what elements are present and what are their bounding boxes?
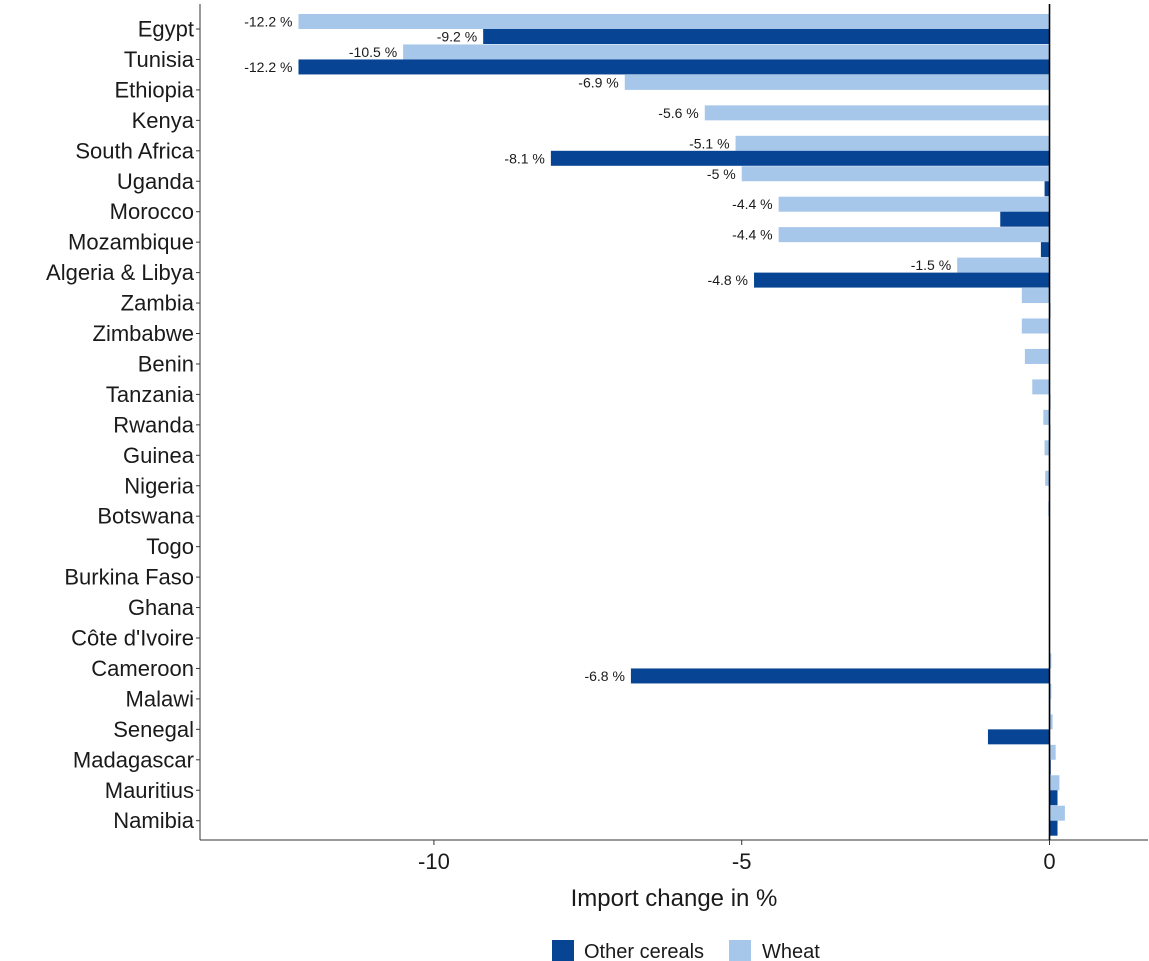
bar-other-cereals-south-africa [550, 150, 1050, 166]
bar-wheat-mozambique [778, 227, 1050, 243]
bar-other-cereals-cameroon [630, 668, 1050, 684]
bar-wheat-namibia [1049, 805, 1065, 821]
bar-other-cereals-algeria-libya [754, 272, 1050, 288]
bar-wheat-ethiopia [624, 74, 1050, 90]
bar-other-cereals-mozambique [1040, 242, 1050, 258]
bar-wheat-mauritius [1049, 775, 1060, 791]
data-label-wheat-mozambique: -4.4 % [732, 227, 772, 243]
bar-wheat-zambia [1021, 288, 1050, 304]
category-label-zimbabwe: Zimbabwe [93, 321, 194, 346]
bar-wheat-kenya [704, 105, 1050, 121]
category-label-morocco: Morocco [110, 199, 194, 224]
x-axis-title: Import change in % [571, 885, 778, 912]
data-label-other-cereals-south-africa: -8.1 % [504, 150, 544, 166]
bar-wheat-tanzania [1032, 379, 1050, 395]
legend-swatch-other-cereals [552, 940, 574, 961]
category-label-south-africa: South Africa [75, 138, 194, 163]
category-label-zambia: Zambia [121, 291, 195, 316]
x-tick-label: -5 [732, 849, 752, 874]
category-label-tunisia: Tunisia [124, 47, 195, 72]
data-label-other-cereals-egypt: -9.2 % [437, 29, 477, 45]
category-label-cameroon: Cameroon [91, 656, 194, 681]
bar-wheat-tunisia [403, 44, 1050, 60]
bar-wheat-cameroon [1049, 653, 1052, 669]
data-label-wheat-uganda: -5 % [707, 166, 736, 182]
bar-wheat-uganda [741, 166, 1050, 182]
data-label-wheat-kenya: -5.6 % [658, 105, 698, 121]
category-label-tanzania: Tanzania [106, 382, 195, 407]
data-label-wheat-morocco: -4.4 % [732, 196, 772, 212]
data-label-wheat-south-africa: -5.1 % [689, 135, 729, 151]
bar-wheat-benin [1024, 348, 1050, 364]
bar-wheat-morocco [778, 196, 1050, 212]
bar-wheat-egypt [298, 14, 1050, 29]
category-label-mozambique: Mozambique [68, 230, 194, 255]
category-label-benin: Benin [138, 351, 194, 376]
data-label-wheat-tunisia: -10.5 % [349, 44, 397, 60]
category-label-kenya: Kenya [132, 108, 195, 133]
bar-other-cereals-morocco [1000, 211, 1050, 227]
bar-wheat-rwanda [1043, 409, 1050, 425]
category-labels-layer: Egypt Tunisia Ethiopia Kenya South Africa Uga… [46, 17, 200, 833]
bar-wheat-guinea [1044, 440, 1050, 456]
x-tick-label: 0 [1043, 849, 1055, 874]
bar-other-cereals-uganda [1044, 181, 1050, 197]
category-label-ethiopia: Ethiopia [114, 77, 194, 102]
category-label-namibia: Namibia [113, 808, 194, 833]
bar-wheat-nigeria [1045, 470, 1050, 486]
data-label-wheat-egypt: -12.2 % [244, 14, 292, 30]
category-label-senegal: Senegal [113, 717, 194, 742]
bar-wheat-algeria-libya [957, 257, 1050, 273]
x-tick-label: -10 [418, 849, 450, 874]
category-label-togo: Togo [146, 534, 194, 559]
bar-other-cereals-mauritius [1049, 790, 1058, 806]
bar-wheat-zimbabwe [1021, 318, 1050, 334]
bar-wheat-madagascar [1049, 744, 1056, 760]
category-label-nigeria: Nigeria [124, 473, 194, 498]
bar-other-cereals-senegal [987, 729, 1050, 745]
x-ticks-layer: -10 -5 0 [418, 840, 1056, 874]
legend: Other cereals Wheat [552, 940, 820, 961]
category-label-egypt: Egypt [138, 17, 194, 42]
bar-wheat-south-africa [735, 135, 1050, 151]
category-label-madagascar: Madagascar [73, 747, 194, 772]
bar-other-cereals-egypt [483, 29, 1050, 44]
category-label-c-te-d-ivoire: Côte d'Ivoire [71, 626, 194, 651]
bar-wheat-malawi [1049, 683, 1052, 699]
data-label-wheat-algeria-libya: -1.5 % [911, 257, 951, 273]
axes-layer [199, 4, 1148, 841]
data-label-other-cereals-tunisia: -12.2 % [244, 59, 292, 75]
legend-label-other-cereals: Other cereals [584, 941, 704, 961]
category-label-burkina-faso: Burkina Faso [64, 565, 194, 590]
legend-label-wheat: Wheat [762, 941, 820, 961]
category-label-malawi: Malawi [126, 686, 194, 711]
category-label-rwanda: Rwanda [113, 412, 194, 437]
category-label-ghana: Ghana [128, 595, 195, 620]
category-label-botswana: Botswana [97, 504, 194, 529]
data-labels-layer: -12.2 % -9.2 % -10.5 % -12.2 % -6.9 % -5.6 % -… [244, 14, 951, 684]
bars-layer [298, 14, 1065, 836]
category-label-guinea: Guinea [123, 443, 195, 468]
bar-other-cereals-namibia [1049, 820, 1058, 836]
bar-other-cereals-tunisia [298, 59, 1050, 75]
data-label-other-cereals-cameroon: -6.8 % [584, 668, 624, 684]
category-label-algeria-libya: Algeria & Libya [46, 260, 195, 285]
category-label-mauritius: Mauritius [105, 778, 194, 803]
category-label-uganda: Uganda [117, 169, 195, 194]
bar-wheat-senegal [1049, 714, 1053, 730]
legend-swatch-wheat [729, 940, 751, 961]
data-label-other-cereals-algeria-libya: -4.8 % [708, 272, 748, 288]
data-label-wheat-ethiopia: -6.9 % [578, 74, 618, 90]
